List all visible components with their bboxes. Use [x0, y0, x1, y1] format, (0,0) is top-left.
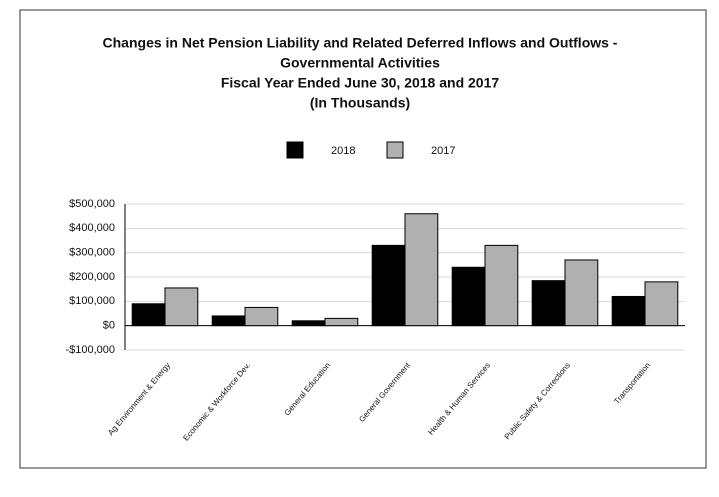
- bar: [484, 244, 519, 327]
- chart-title: Fiscal Year Ended June 30, 2018 and 2017: [221, 75, 500, 91]
- y-tick-label: $400,000: [69, 222, 115, 234]
- bar: [371, 244, 406, 327]
- y-tick-label: $100,000: [69, 295, 115, 307]
- bar: [611, 295, 646, 327]
- bar: [644, 281, 679, 327]
- bar: [531, 280, 566, 327]
- bar: [164, 287, 199, 327]
- y-tick-label: $200,000: [69, 271, 115, 283]
- bar: [324, 317, 359, 327]
- bar: [404, 213, 439, 327]
- bar: [244, 306, 279, 327]
- legend-label: 2018: [331, 145, 355, 157]
- bar: [131, 303, 166, 327]
- chart-title: Changes in Net Pension Liability and Rel…: [103, 35, 618, 51]
- legend-swatch: [386, 141, 404, 159]
- y-tick-label: $500,000: [69, 198, 115, 210]
- y-tick-label: $300,000: [69, 247, 115, 259]
- legend-swatch: [286, 141, 304, 159]
- bar: [291, 320, 326, 327]
- chart-title: (In Thousands): [310, 95, 410, 111]
- chart-border: [19, 9, 707, 469]
- bar: [564, 259, 599, 327]
- chart-title: Governmental Activities: [280, 55, 440, 71]
- y-tick-label: -$100,000: [65, 344, 115, 356]
- bar: [451, 266, 486, 327]
- legend-label: 2017: [431, 145, 455, 157]
- y-tick-label: $0: [103, 320, 115, 332]
- bar: [211, 315, 246, 327]
